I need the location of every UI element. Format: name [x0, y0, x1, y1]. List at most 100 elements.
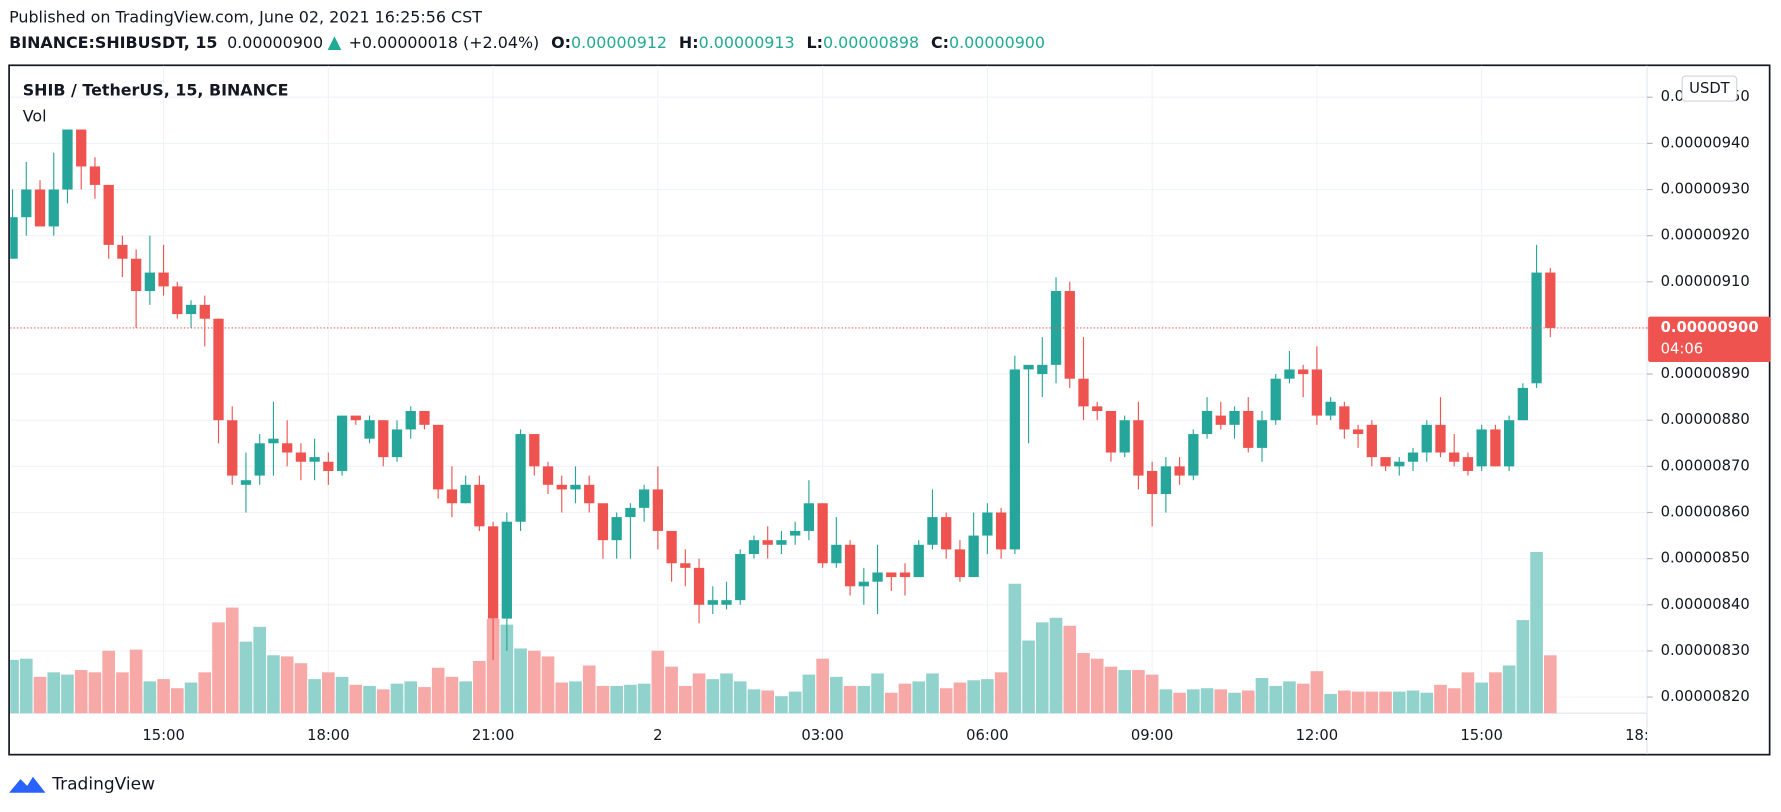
volume-bar — [349, 684, 363, 714]
candle-body — [185, 304, 197, 315]
brand: TradingView — [51, 775, 155, 795]
candle-body — [1105, 410, 1117, 453]
y-tick-label: 0.00000940 — [1661, 134, 1750, 151]
candle-body — [1407, 452, 1419, 462]
candle-body — [611, 517, 622, 541]
x-tick-label: 21:00 — [472, 727, 515, 744]
candle-body — [364, 420, 375, 439]
volume-bar — [926, 673, 939, 714]
volume-bar — [1392, 691, 1406, 714]
candle-body — [927, 517, 938, 545]
candle-body — [1243, 410, 1254, 448]
volume-bar — [1118, 670, 1131, 714]
candle-body — [721, 600, 732, 605]
volume-bar — [953, 682, 967, 714]
volume-bar — [88, 672, 102, 714]
x-tick-label: 03:00 — [801, 727, 844, 744]
candle-body — [776, 540, 787, 545]
volume-bar — [1447, 688, 1461, 714]
candle-body — [652, 489, 664, 531]
volume-bar — [1461, 672, 1475, 714]
volume-bar — [143, 681, 157, 714]
y-tick-label: 0.00000860 — [1661, 503, 1750, 520]
candle-body — [597, 503, 609, 541]
y-tick-label: 0.00000840 — [1661, 596, 1750, 613]
candle-body — [941, 517, 952, 550]
volume-bar — [1475, 682, 1488, 714]
volume-bar — [267, 655, 280, 714]
candle-body — [1037, 364, 1048, 375]
ohlc-key: O: — [551, 33, 571, 52]
volume-bar — [184, 682, 198, 714]
candle-body — [803, 503, 815, 531]
volume-bar — [74, 670, 88, 714]
volume-bar — [994, 672, 1008, 714]
candle-body — [831, 544, 842, 564]
currency-button[interactable] — [1681, 75, 1738, 102]
volume-bar — [761, 690, 775, 714]
volume-bar — [733, 681, 747, 714]
volume-bar — [624, 684, 637, 714]
volume-bar — [637, 683, 651, 714]
candle-body — [1201, 410, 1213, 435]
ohlc-key: L: — [807, 33, 823, 52]
x-tick-label: 15:00 — [1460, 727, 1503, 744]
candle-body — [570, 484, 581, 490]
currency-label[interactable]: USDT — [1689, 80, 1731, 97]
volume-bar — [500, 624, 514, 714]
volume-bar — [308, 679, 321, 714]
candle-body — [515, 434, 526, 522]
chart-frame — [8, 64, 1771, 756]
change: +0.00000018 (+2.04%) — [349, 33, 540, 52]
volume-bar — [857, 685, 871, 714]
candle-body — [1146, 470, 1158, 495]
candle-body — [707, 600, 718, 605]
volume-bar — [816, 658, 829, 714]
countdown: 04:06 — [1661, 341, 1704, 358]
candle-body — [954, 549, 966, 578]
candle-body — [213, 318, 224, 421]
volume-bar — [1132, 670, 1145, 714]
candle-body — [748, 540, 760, 555]
candle-body — [1435, 424, 1446, 453]
candle-body — [1421, 424, 1432, 453]
volume-bar — [775, 696, 788, 714]
volume-bar — [706, 679, 720, 714]
candle-body — [487, 526, 499, 619]
tradingview-logo: TradingView — [9, 775, 155, 795]
candle-body — [254, 443, 265, 476]
candle-body — [1284, 369, 1295, 379]
x-tick-label: 15:00 — [142, 727, 185, 744]
volume-bar — [1269, 685, 1283, 714]
y-tick-label: 0.00000830 — [1661, 642, 1750, 659]
candle-body — [295, 452, 307, 462]
volume-bar — [363, 685, 376, 714]
volume-bar — [541, 656, 555, 714]
volume-bar — [1365, 691, 1379, 714]
candle-body — [625, 507, 636, 518]
volume-bar — [1379, 691, 1392, 714]
y-tick-label: 0.00000870 — [1661, 457, 1750, 474]
volume-bar — [239, 641, 253, 714]
candle-body — [227, 420, 238, 476]
candle-body — [1449, 452, 1460, 462]
candle-body — [735, 554, 746, 601]
candle-body — [1366, 424, 1377, 458]
candle-body — [1339, 406, 1350, 430]
x-tick-label: 18:00 — [307, 727, 350, 744]
volume-bar — [665, 666, 678, 714]
volume-bar — [514, 648, 527, 714]
candle-body — [666, 530, 677, 564]
candle-body — [1009, 369, 1020, 550]
candle-body — [1352, 429, 1364, 435]
volume-bar — [1489, 672, 1502, 714]
volume-bar — [1324, 693, 1337, 714]
volume-bar — [610, 685, 623, 714]
candle-body — [584, 484, 595, 504]
volume-bar — [1351, 691, 1365, 714]
volume-bar — [939, 688, 953, 714]
time-axis: 15:00 18:00 21:00 2 03:00 06:00 09:00 12:00 15:0… — [142, 727, 1647, 744]
candle-layer — [10, 129, 1647, 661]
